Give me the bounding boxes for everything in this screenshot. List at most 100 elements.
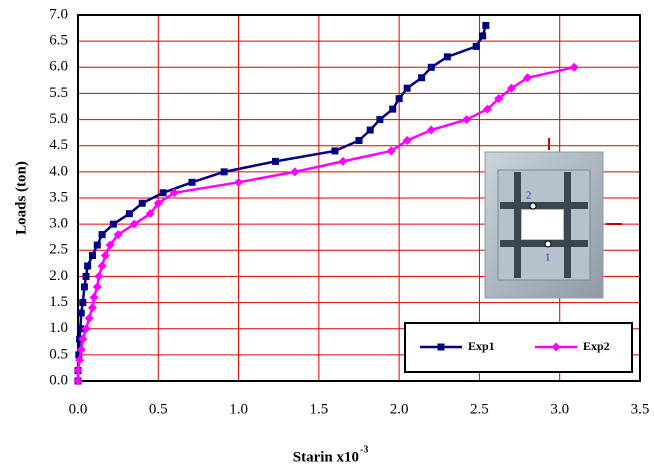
y-tick-label: 4.0: [49, 163, 68, 179]
marker: [355, 136, 363, 144]
marker: [93, 241, 101, 249]
marker: [84, 313, 94, 323]
marker: [125, 210, 133, 218]
marker: [100, 251, 110, 261]
x-tick-label: 3.5: [631, 401, 650, 417]
marker: [81, 324, 91, 334]
x-axis-label: Starin x10: [293, 449, 359, 465]
x-tick-label: 2.0: [390, 401, 409, 417]
inset-gauge: [529, 202, 537, 210]
x-tick-label: 2.5: [470, 401, 489, 417]
x-tick-label: 1.0: [229, 401, 248, 417]
y-tick-label: 5.0: [49, 111, 68, 127]
x-tick-label: 3.0: [550, 401, 569, 417]
marker: [188, 178, 196, 186]
marker: [443, 53, 451, 61]
marker: [386, 146, 396, 156]
marker: [153, 198, 163, 208]
marker: [389, 105, 397, 113]
y-tick-label: 2.5: [49, 242, 68, 258]
marker: [76, 325, 84, 333]
legend: Exp1 Exp2: [404, 322, 633, 373]
marker: [109, 220, 117, 228]
inset-bar: [564, 172, 571, 278]
marker: [331, 147, 339, 155]
y-tick-label: 7.0: [49, 6, 68, 22]
y-tick-label: 0.0: [49, 372, 68, 388]
marker: [551, 342, 561, 352]
marker: [89, 292, 99, 302]
y-tick-label: 4.5: [49, 137, 68, 153]
y-tick-label: 0.5: [49, 346, 68, 362]
marker: [426, 125, 436, 135]
x-tick-label: 1.5: [309, 401, 328, 417]
y-tick-label: 1.0: [49, 320, 68, 336]
plot-frame: [77, 14, 641, 382]
marker: [87, 303, 97, 313]
marker: [569, 62, 579, 72]
legend-label: Exp1: [468, 339, 495, 353]
marker: [77, 309, 85, 317]
marker: [376, 116, 384, 124]
marker: [138, 199, 146, 207]
marker: [234, 177, 244, 187]
y-tick-label: 2.0: [49, 268, 68, 284]
inset-bar: [500, 202, 588, 209]
marker: [159, 189, 167, 197]
marker: [220, 168, 228, 176]
marker: [402, 135, 412, 145]
inset-label: 1: [545, 252, 551, 264]
y-tick-label: 6.5: [49, 33, 68, 49]
marker: [523, 73, 533, 83]
x-tick-label: 0.0: [69, 401, 88, 417]
inset-gauge: [544, 240, 552, 248]
inset-bar: [514, 172, 521, 278]
inset-opening: [522, 210, 563, 239]
marker: [507, 83, 517, 93]
y-tick-label: 3.5: [49, 189, 68, 205]
marker: [94, 271, 104, 281]
marker: [92, 282, 102, 292]
marker: [427, 63, 435, 71]
marker: [113, 230, 123, 240]
inset-label: 2: [526, 190, 532, 202]
marker: [338, 156, 348, 166]
marker: [82, 272, 90, 280]
marker: [76, 345, 86, 355]
x-tick-label: 0.5: [149, 401, 168, 417]
marker: [437, 343, 445, 351]
marker: [78, 334, 88, 344]
legend-label: Exp2: [583, 339, 610, 353]
marker: [129, 219, 139, 229]
marker: [145, 209, 155, 219]
marker: [482, 21, 490, 29]
y-tick-label: 5.5: [49, 85, 68, 101]
x-axis-label-exponent: -3: [360, 444, 368, 455]
marker: [75, 351, 83, 359]
marker: [494, 94, 504, 104]
marker: [366, 126, 374, 134]
marker: [105, 240, 115, 250]
marker: [98, 231, 106, 239]
inset-bar: [500, 240, 588, 247]
marker: [272, 157, 280, 165]
marker: [418, 74, 426, 82]
marker: [75, 355, 85, 365]
marker: [73, 376, 83, 386]
y-tick-label: 3.0: [49, 216, 68, 232]
marker: [84, 262, 92, 270]
marker: [79, 299, 87, 307]
y-tick-label: 1.5: [49, 294, 68, 310]
marker: [73, 366, 83, 376]
marker: [482, 104, 492, 114]
inset-diagram: 2 1: [484, 138, 622, 299]
marker: [88, 252, 96, 260]
y-tick-label: 6.0: [49, 59, 68, 75]
marker: [472, 42, 480, 50]
marker: [462, 115, 472, 125]
marker: [80, 283, 88, 291]
marker: [169, 188, 179, 198]
marker: [290, 167, 300, 177]
y-axis-label: Loads (ton): [13, 161, 29, 235]
